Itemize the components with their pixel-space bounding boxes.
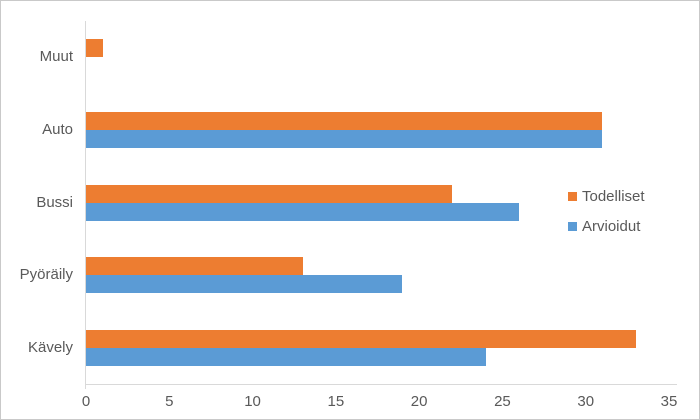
legend-label-todelliset: Todelliset (582, 187, 645, 205)
bar-todelliset-auto (86, 111, 603, 130)
category-label-kävely: Kävely (27, 338, 73, 356)
category-axis-line (85, 21, 86, 389)
category-label-muut: Muut (39, 48, 73, 66)
bar-todelliset-bussi (86, 184, 453, 203)
category-label-pyöräily: Pyöräily (19, 266, 73, 284)
x-tick-label-5: 5 (165, 393, 174, 410)
bar-arvioidut-pyöräily (86, 275, 403, 294)
legend-swatch-todelliset-icon (568, 191, 577, 201)
bar-todelliset-muut (86, 39, 103, 58)
x-tick-label-10: 10 (244, 393, 261, 410)
bar-todelliset-pyöräily (86, 257, 303, 276)
category-label-auto: Auto (42, 120, 73, 138)
category-label-bussi: Bussi (36, 193, 73, 211)
x-tick-label-20: 20 (410, 393, 428, 410)
bar-arvioidut-bussi (86, 202, 520, 221)
legend-item-arvioidut: Arvioidut (568, 217, 645, 235)
x-tick-label-25: 25 (494, 393, 511, 410)
value-axis-line (85, 384, 677, 385)
x-tick-label-35: 35 (660, 393, 678, 410)
x-tick-label-30: 30 (577, 393, 595, 410)
x-tick-label-15: 15 (327, 393, 345, 410)
legend: Todelliset Arvioidut (568, 188, 645, 248)
legend-item-todelliset: Todelliset (568, 187, 645, 205)
legend-label-arvioidut: Arvioidut (582, 217, 641, 235)
x-tick-label-0: 0 (81, 393, 91, 410)
legend-swatch-arvioidut-icon (568, 221, 577, 231)
bar-todelliset-kävely (86, 329, 636, 348)
bar-arvioidut-kävely (86, 347, 486, 366)
bar-arvioidut-auto (86, 129, 603, 148)
